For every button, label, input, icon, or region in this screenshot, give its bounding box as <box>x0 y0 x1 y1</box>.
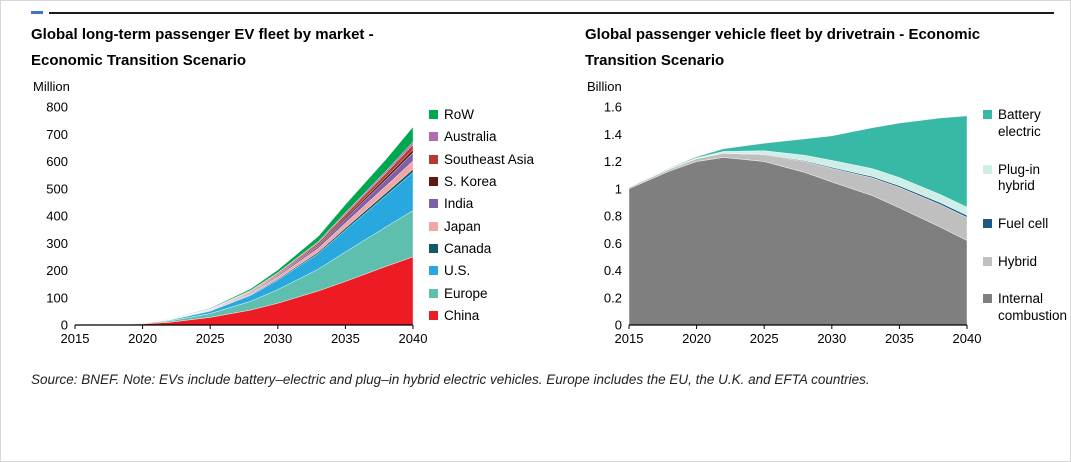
y-tick-label: 0 <box>615 318 622 333</box>
legend-swatch-icon <box>429 244 438 254</box>
area-row <box>74 126 414 325</box>
legend-swatch-icon <box>983 219 992 228</box>
area-battery-electric <box>628 115 968 208</box>
chart-title-line: Economic Transition Scenario <box>31 51 247 69</box>
y-tick-label: 0.8 <box>604 209 622 224</box>
x-tick-label: 2030 <box>817 331 846 346</box>
x-tick-label: 2025 <box>196 331 225 346</box>
legend-swatch-icon <box>983 110 992 119</box>
y-tick-label: 1.6 <box>604 100 622 115</box>
x-tick-label: 2020 <box>682 331 711 346</box>
legend-swatch-icon <box>983 256 992 266</box>
y-tick-label: 800 <box>46 100 68 115</box>
legend-swatch-icon <box>983 294 992 304</box>
legend-swatch-icon <box>429 199 438 209</box>
y-axis-unit-label: Million <box>33 79 70 94</box>
legend-item-australia: Australia <box>429 129 555 146</box>
ev-fleet-stacked-area-chart: 0 100 200 300 400 500 600 700 800 Million 2015 2020… <box>33 79 428 346</box>
decorative-mark <box>31 11 43 14</box>
legend-item-india: India <box>429 196 555 213</box>
drivetrain-chart-title: Global passenger vehicle fleet by drivet… <box>585 22 1070 73</box>
x-tick-label: 2015 <box>61 331 90 346</box>
legend-label: Australia <box>444 129 497 145</box>
x-tick-label: 2035 <box>885 331 914 346</box>
legend-label: Plug-in hybrid <box>998 161 1041 194</box>
legend-label: China <box>444 308 480 324</box>
drivetrain-legend: Battery electric Plug-in hybrid Fuel cell H… <box>983 107 1070 325</box>
y-tick-label: 0.2 <box>604 290 622 305</box>
legend-swatch-icon <box>429 311 438 321</box>
y-tick-label: 500 <box>46 181 68 196</box>
legend-label: Canada <box>444 241 492 257</box>
x-tick-label: 2035 <box>331 331 360 346</box>
y-tick-label: 1.2 <box>604 154 622 169</box>
legend-swatch-icon <box>429 177 438 187</box>
x-tick-label: 2040 <box>399 331 428 346</box>
chart-title-line: Global long-term passenger EV fleet by m… <box>31 26 374 43</box>
y-tick-label: 0.4 <box>604 263 622 278</box>
drivetrain-stacked-area-chart: 0 0.2 0.4 0.6 0.8 1 1.2 1.4 1.6 Billion 2015 2020 20… <box>587 79 982 346</box>
ev-fleet-chart-area: 0 100 200 300 400 500 600 700 800 Million 2015 2020… <box>29 77 569 351</box>
y-tick-label: 100 <box>46 290 68 305</box>
fleet-by-drivetrain-chart-block: Global passenger vehicle fleet by drivet… <box>583 22 1070 351</box>
legend-swatch-icon <box>429 221 438 231</box>
x-tick-label: 2030 <box>263 331 292 346</box>
legend-swatch-icon <box>429 132 438 142</box>
legend-item-fuel-cell: Fuel cell <box>983 216 1070 233</box>
legend-item-internal-combustion: Internal combustion <box>983 291 1070 325</box>
y-tick-label: 300 <box>46 236 68 251</box>
legend-label: Europe <box>444 285 488 301</box>
page-top-rule <box>31 11 1060 14</box>
legend-label: Fuel cell <box>998 216 1049 231</box>
legend-swatch-icon <box>429 154 438 164</box>
legend-label: U.S. <box>444 263 471 279</box>
legend-label: Southeast Asia <box>444 151 535 167</box>
legend-swatch-icon <box>429 110 438 119</box>
y-tick-label: 0.6 <box>604 236 622 251</box>
legend-label: Hybrid <box>998 253 1038 269</box>
drivetrain-chart-area: 0 0.2 0.4 0.6 0.8 1 1.2 1.4 1.6 Billion 2015 2020 20… <box>583 77 1070 351</box>
legend-item-battery-electric: Battery electric <box>983 107 1070 141</box>
chart-title-line: Transition Scenario <box>585 51 725 69</box>
legend-item-hybrid: Hybrid <box>983 253 1070 271</box>
legend-item-u-s-: U.S. <box>429 263 555 280</box>
y-tick-label: 0 <box>61 318 68 333</box>
x-tick-label: 2020 <box>128 331 157 346</box>
legend-label: India <box>444 196 474 212</box>
x-tick-label: 2040 <box>953 331 982 346</box>
legend-item-china: China <box>429 308 555 325</box>
legend-item-s-korea: S. Korea <box>429 174 555 191</box>
source-note: Source: BNEF. Note: EVs include battery–… <box>31 372 870 387</box>
legend-label: Japan <box>444 218 481 234</box>
legend-item-plug-in-hybrid: Plug-in hybrid <box>983 161 1070 196</box>
legend-label: Internal combustion <box>998 291 1068 324</box>
x-tick-label: 2015 <box>615 331 644 346</box>
horizontal-rule <box>49 11 1054 14</box>
legend-item-southeast-asia: Southeast Asia <box>429 152 555 169</box>
legend-item-europe: Europe <box>429 286 555 303</box>
y-axis-unit-label: Billion <box>587 79 622 94</box>
legend-item-japan: Japan <box>429 219 555 236</box>
legend-label: Battery electric <box>998 107 1041 139</box>
chart-title-line: Global passenger vehicle fleet by drivet… <box>585 26 981 43</box>
ev-fleet-by-market-chart-block: Global long-term passenger EV fleet by m… <box>29 22 569 351</box>
legend-item-row: RoW <box>429 107 555 124</box>
ev-fleet-legend: RoW Australia Southeast Asia S. Korea India J… <box>429 107 555 325</box>
legend-swatch-icon <box>429 266 438 276</box>
charts-row: Global long-term passenger EV fleet by m… <box>29 22 1067 351</box>
y-tick-label: 200 <box>46 263 68 278</box>
y-tick-label: 600 <box>46 154 68 169</box>
y-tick-label: 700 <box>46 127 68 142</box>
y-tick-label: 1.4 <box>604 127 622 142</box>
legend-label: RoW <box>444 107 474 122</box>
legend-item-canada: Canada <box>429 241 555 258</box>
legend-label: S. Korea <box>444 174 497 190</box>
x-tick-label: 2025 <box>750 331 779 346</box>
legend-swatch-icon <box>983 164 992 174</box>
y-tick-label: 1 <box>615 181 622 196</box>
y-tick-label: 400 <box>46 209 68 224</box>
ev-fleet-chart-title: Global long-term passenger EV fleet by m… <box>31 22 569 73</box>
legend-swatch-icon <box>429 288 438 298</box>
